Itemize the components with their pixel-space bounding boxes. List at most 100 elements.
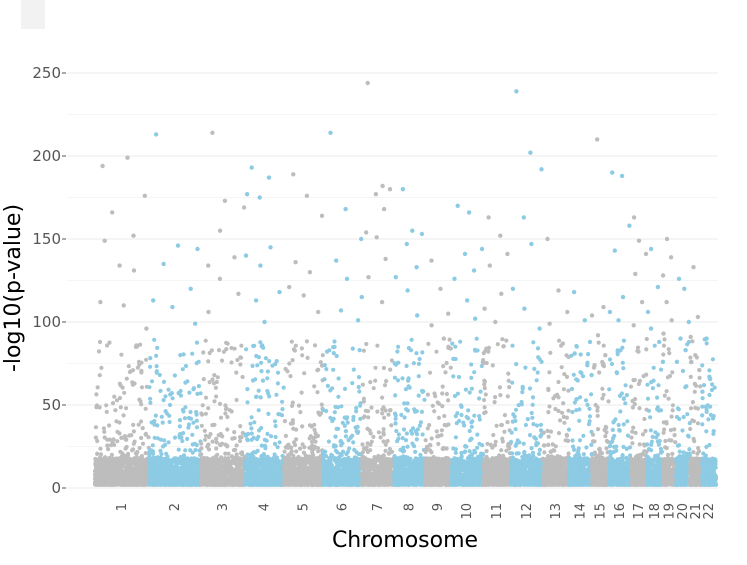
data-point (271, 468, 276, 473)
data-point (180, 407, 185, 412)
data-point (201, 350, 206, 355)
data-point (253, 377, 258, 382)
data-point (222, 476, 227, 481)
data-point (112, 394, 117, 399)
data-point (202, 458, 207, 463)
data-point (252, 420, 257, 425)
data-point (154, 370, 159, 375)
data-point (224, 340, 229, 345)
data-point (312, 422, 317, 427)
data-point (299, 346, 304, 351)
data-point (148, 396, 153, 401)
data-point (124, 477, 129, 482)
data-point (235, 455, 240, 460)
data-point (260, 476, 265, 481)
data-point (182, 470, 187, 476)
data-point (277, 440, 282, 445)
data-point (177, 418, 183, 423)
data-point (161, 379, 167, 384)
data-point (258, 263, 263, 268)
data-point (208, 432, 213, 437)
data-points (92, 80, 719, 487)
data-point (142, 193, 147, 198)
data-point (166, 387, 171, 392)
data-point (302, 445, 307, 450)
data-point (216, 433, 221, 438)
data-point (206, 263, 211, 268)
data-point (254, 456, 259, 462)
data-point (107, 456, 112, 461)
data-point (253, 298, 259, 303)
data-point (227, 466, 232, 471)
data-point (277, 460, 282, 465)
data-point (191, 387, 196, 392)
data-point (219, 358, 225, 363)
data-point (112, 442, 117, 447)
data-point (289, 339, 294, 344)
data-point (254, 480, 259, 485)
data-point (130, 448, 135, 453)
data-point (203, 437, 208, 442)
data-point (218, 474, 223, 479)
data-point (114, 419, 119, 424)
data-point (217, 228, 223, 233)
data-point (147, 460, 152, 466)
data-point (273, 434, 278, 440)
data-point (267, 394, 272, 399)
data-point (156, 460, 161, 465)
data-point (141, 465, 146, 470)
data-point (264, 482, 269, 487)
data-point (202, 428, 207, 433)
data-point (136, 359, 142, 364)
data-point (124, 406, 129, 411)
data-point (251, 435, 256, 440)
data-point (151, 465, 156, 470)
data-point (176, 467, 181, 472)
data-point (291, 347, 296, 352)
data-point (275, 445, 280, 450)
data-point (315, 390, 320, 395)
data-point (252, 470, 257, 475)
data-point (231, 470, 236, 475)
data-point (263, 477, 268, 482)
data-point (99, 481, 104, 486)
data-point (111, 469, 116, 474)
data-point (213, 385, 218, 390)
data-point (259, 369, 264, 374)
data-point (229, 345, 234, 351)
data-point (309, 443, 314, 448)
data-point (245, 437, 250, 442)
data-point (238, 424, 243, 429)
data-point (135, 482, 140, 487)
data-point (267, 359, 272, 364)
data-point (211, 472, 216, 477)
data-point (310, 478, 316, 484)
data-point (143, 431, 148, 436)
data-point (232, 255, 237, 260)
data-point (192, 468, 197, 473)
data-point (238, 362, 243, 367)
data-point (307, 270, 313, 275)
data-point (161, 261, 166, 267)
data-point (220, 467, 225, 473)
data-point (275, 381, 280, 386)
data-point (277, 289, 282, 295)
data-point (114, 398, 120, 403)
data-point (107, 423, 112, 428)
data-point (245, 460, 251, 465)
data-point (296, 403, 302, 408)
data-point (186, 464, 191, 469)
data-point (281, 385, 286, 390)
data-point (176, 447, 181, 452)
y-tick-label: 200 (32, 147, 61, 165)
data-point (170, 396, 175, 401)
data-point (219, 455, 224, 460)
data-point (211, 464, 216, 470)
data-point (199, 465, 204, 470)
data-point (280, 399, 285, 404)
data-point (188, 448, 193, 453)
data-point (280, 407, 285, 412)
data-point (123, 465, 128, 470)
data-point (234, 460, 239, 465)
data-point (214, 482, 219, 487)
